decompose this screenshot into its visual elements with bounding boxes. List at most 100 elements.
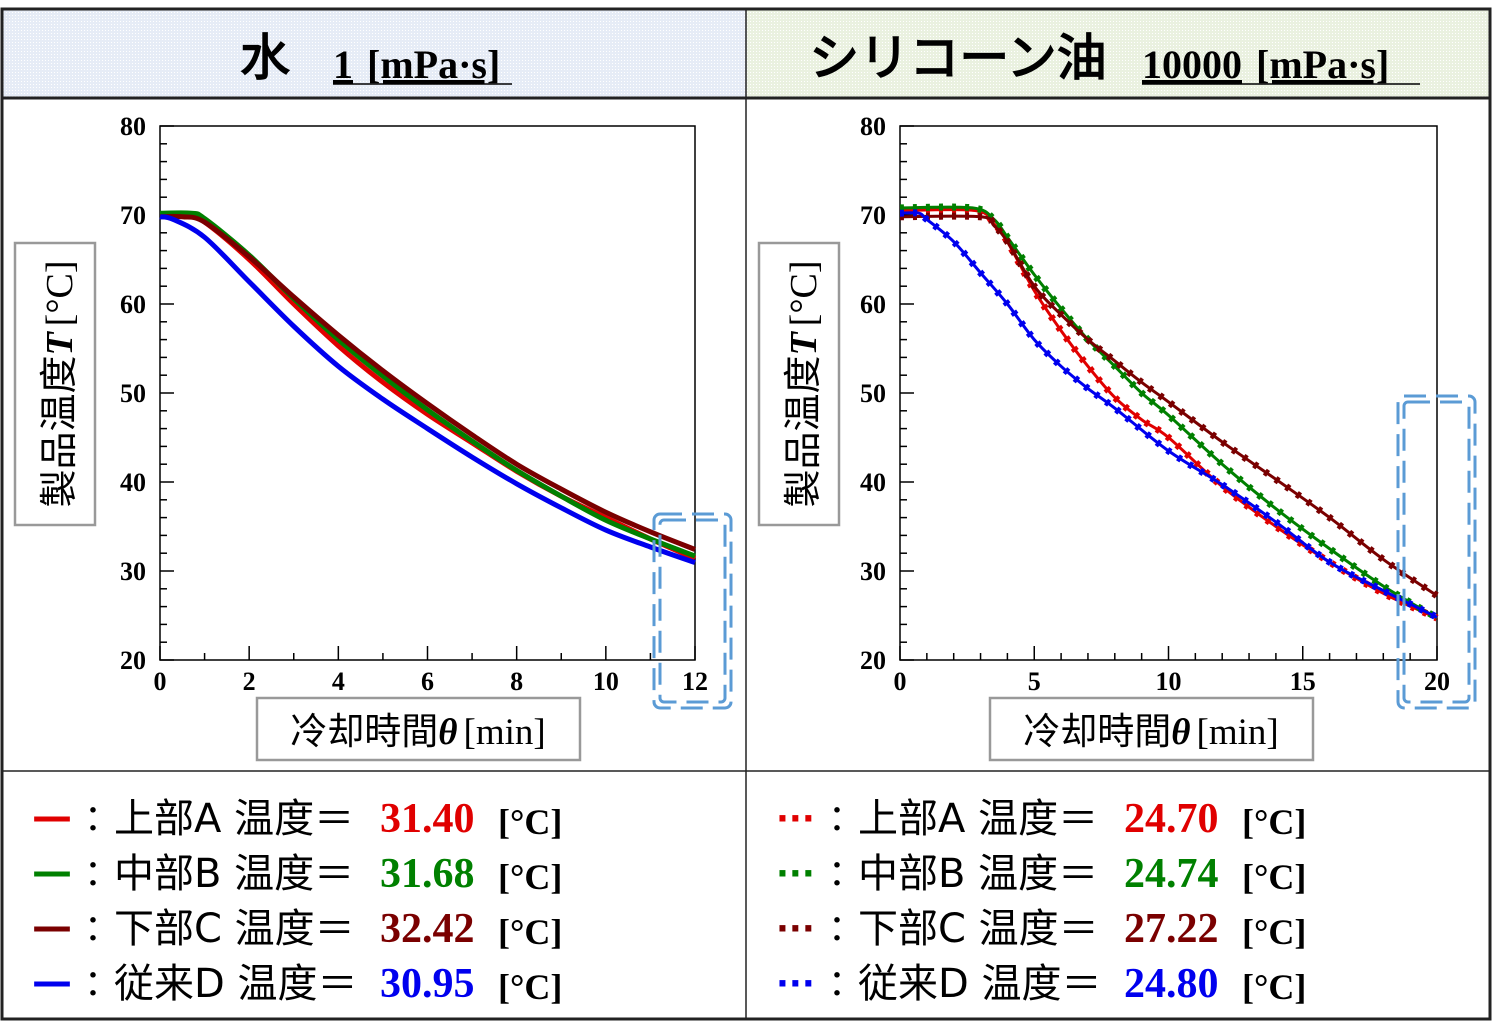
legend-unit: [°C]	[1242, 802, 1306, 842]
x-tick-label: 10	[593, 667, 619, 696]
y-tick-label: 30	[860, 557, 886, 586]
panel-title-viscosity: 10000 [mPa·s]	[1142, 42, 1389, 87]
x-tick-label: 6	[421, 667, 434, 696]
highlight-box-inner	[1402, 400, 1471, 704]
y-axis-label-box	[13, 241, 97, 527]
y-tick-label: 40	[860, 468, 886, 497]
legend-label: 上部A 温度＝	[114, 796, 354, 842]
viscosity-unit: [mPa·s]	[367, 42, 500, 87]
y-tick-label: 30	[120, 557, 146, 586]
y-tick-label: 40	[120, 468, 146, 497]
legend-unit: [°C]	[498, 857, 562, 897]
y-axis-label: 製品温度T [°C]	[781, 260, 825, 507]
y-tick-label: 50	[120, 379, 146, 408]
legend-marker: ···	[776, 799, 815, 839]
x-axis-label-box	[255, 696, 582, 762]
legend-unit: [°C]	[1242, 857, 1306, 897]
legend-item: ··· ：従来D 温度＝ 24.80 [°C]	[776, 961, 1306, 1007]
chart-1: 20 30 40 50 60 70 80 0 5 10 15 20	[860, 112, 1450, 696]
x-tick-label: 2	[243, 667, 256, 696]
legend-label: 従来D 温度＝	[114, 961, 358, 1007]
panel-title-main: シリコーン油	[809, 29, 1107, 87]
viscosity-unit: [mPa·s]	[1256, 42, 1389, 87]
y-tick-label: 60	[120, 290, 146, 319]
legend-colon: ：	[828, 963, 864, 1004]
legend-item: ··· ：上部A 温度＝ 24.70 [°C]	[776, 796, 1306, 842]
ylabel-var: T	[783, 331, 825, 356]
legend-marker: —	[32, 794, 72, 840]
xlabel-unit: [min]	[1197, 712, 1279, 753]
series-line-0	[159, 211, 697, 561]
legend-value: 27.22	[1124, 906, 1219, 952]
y-tick-label: 50	[860, 379, 886, 408]
series-line-3	[899, 211, 1438, 619]
legend-value: 24.80	[1124, 961, 1219, 1007]
legend-unit: [°C]	[498, 912, 562, 952]
xlabel-unit: [min]	[464, 712, 546, 753]
x-axis-label: 冷却時間θ [min]	[290, 710, 545, 753]
xlabel-var: θ	[1171, 712, 1190, 753]
panel-title-viscosity: 1 [mPa·s]	[333, 42, 500, 87]
x-tick-label: 8	[510, 667, 523, 696]
x-tick-label: 20	[1424, 667, 1450, 696]
x-tick-label: 10	[1156, 667, 1182, 696]
legend-unit: [°C]	[498, 802, 562, 842]
ylabel-unit: [°C]	[783, 260, 825, 326]
legend-colon: ：	[828, 853, 864, 894]
legend-item: — ：従来D 温度＝ 30.95 [°C]	[32, 959, 562, 1007]
legend-item: ··· ：中部B 温度＝ 24.74 [°C]	[776, 851, 1306, 897]
x-tick-label: 0	[894, 667, 907, 696]
series-line-1	[159, 210, 696, 559]
legend-colon: ：	[84, 853, 120, 894]
plot-frame	[159, 125, 696, 661]
y-tick-label: 20	[120, 646, 146, 675]
xlabel-text: 冷却時間	[1023, 710, 1171, 753]
legend-value: 24.70	[1124, 796, 1219, 842]
series-markers-1	[899, 203, 1439, 621]
ylabel-text: 製品温度	[37, 356, 81, 508]
legend-colon: ：	[84, 963, 120, 1004]
y-tick-label: 70	[860, 201, 886, 230]
legend-label: 上部A 温度＝	[858, 796, 1098, 842]
legend-marker: ···	[776, 854, 815, 894]
x-axis-label-box	[988, 696, 1315, 762]
legend-unit: [°C]	[498, 967, 562, 1007]
legend-marker: ···	[776, 909, 815, 949]
x-axis-label: 冷却時間θ [min]	[1023, 710, 1278, 753]
xlabel-text: 冷却時間	[290, 710, 438, 753]
viscosity-value: 10000	[1142, 42, 1242, 87]
legend-colon: ：	[84, 798, 120, 839]
legend-item: ··· ：下部C 温度＝ 27.22 [°C]	[776, 906, 1306, 952]
legend-value: 31.40	[380, 796, 475, 842]
panel-title-main: 水	[240, 29, 291, 87]
legend-marker: —	[32, 849, 72, 895]
legend-marker: —	[32, 904, 72, 950]
y-axis-label: 製品温度T [°C]	[37, 260, 81, 507]
legend-colon: ：	[828, 798, 864, 839]
series-line-2	[899, 214, 1438, 597]
legend-marker: ···	[776, 964, 815, 1004]
legend-marker: —	[32, 959, 72, 1005]
viscosity-value: 1	[333, 42, 353, 87]
x-tick-label: 12	[682, 667, 708, 696]
legend-value: 31.68	[380, 851, 475, 897]
legend-label: 中部B 温度＝	[114, 851, 354, 897]
series-line-2	[159, 213, 696, 552]
x-tick-label: 4	[332, 667, 345, 696]
xlabel-var: θ	[438, 712, 457, 753]
header-texture	[3, 9, 746, 98]
legend-value: 30.95	[380, 961, 475, 1007]
legend-label: 中部B 温度＝	[858, 851, 1098, 897]
legend-label: 下部C 温度＝	[114, 906, 355, 952]
highlight-box-inner	[658, 518, 727, 704]
y-tick-label: 80	[860, 112, 886, 141]
series-line-3	[159, 214, 696, 565]
y-axis-label-box	[757, 241, 841, 527]
highlight-box-outer	[652, 512, 733, 710]
y-tick-label: 60	[860, 290, 886, 319]
ylabel-var: T	[39, 331, 81, 356]
ylabel-text: 製品温度	[781, 356, 825, 508]
legend-value: 24.74	[1124, 851, 1219, 897]
legend-label: 従来D 温度＝	[858, 961, 1102, 1007]
